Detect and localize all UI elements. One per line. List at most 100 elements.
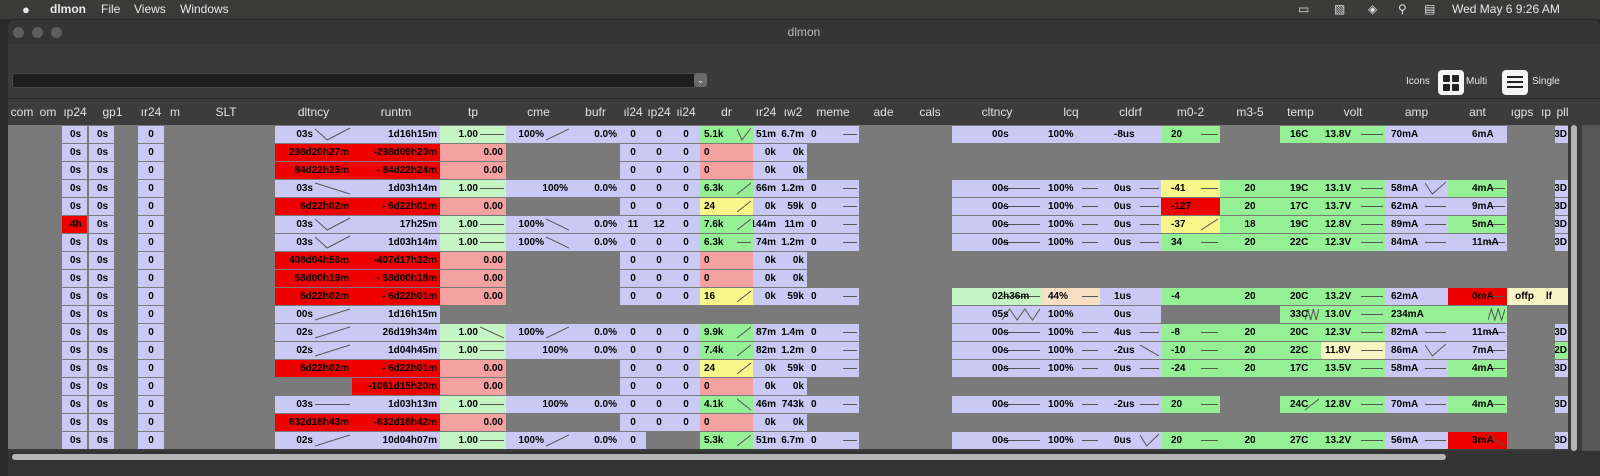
cell-or24[interactable]: 0k <box>753 360 779 377</box>
cell-op24[interactable]: 0 <box>646 360 672 377</box>
screen-mirror-icon[interactable]: ▭ <box>1298 2 1310 16</box>
cell-m35[interactable]: 20 <box>1220 432 1280 449</box>
cell-tp[interactable]: 0.00 <box>440 162 506 179</box>
column-header-cldrf[interactable]: cldrf <box>1119 105 1142 119</box>
cell-m02[interactable]: 34 <box>1161 234 1220 251</box>
cell-op24[interactable]: 0 <box>646 144 672 161</box>
column-header-com[interactable]: com <box>10 105 34 119</box>
cell-oi24[interactable]: 0 <box>672 270 700 287</box>
cell-m02[interactable]: -4 <box>1161 288 1220 305</box>
cell-tp[interactable]: 0.00 <box>440 270 506 287</box>
column-header-m02[interactable]: m0-2 <box>1176 105 1205 119</box>
cell-ow24[interactable]: 0k <box>779 414 807 431</box>
cell-m02[interactable]: 20 <box>1161 126 1220 143</box>
cell-cme[interactable]: 100% <box>506 216 571 233</box>
cell-ow24[interactable]: 6.7m <box>779 432 807 449</box>
cell-p24[interactable]: 0s <box>62 252 87 269</box>
cell-op24[interactable]: 0 <box>646 378 672 395</box>
cell-or24[interactable]: 144m <box>753 216 779 233</box>
cell-lcq[interactable]: 100% <box>1042 432 1100 449</box>
cell-gp1[interactable]: 0s <box>89 198 114 215</box>
column-header-ol24[interactable]: ıl24 <box>623 105 643 119</box>
cell-bufr[interactable]: 0.0% <box>571 126 620 143</box>
cell-m35[interactable]: 20 <box>1220 180 1280 197</box>
cell-r24[interactable]: 0 <box>138 288 164 305</box>
cell-gp1[interactable]: 0s <box>89 360 114 377</box>
cell-pll[interactable]: 2D <box>1555 342 1568 359</box>
cell-volt[interactable]: 12.8V <box>1321 396 1385 413</box>
cell-meme[interactable]: 0 <box>807 288 859 305</box>
cell-cme[interactable]: 100% <box>506 432 571 449</box>
cell-runtm[interactable]: 1d04h45m <box>352 342 440 359</box>
cell-ol24[interactable]: 0 <box>620 270 646 287</box>
cell-temp[interactable]: 16C <box>1280 126 1321 143</box>
cell-volt[interactable]: 12.3V <box>1321 234 1385 251</box>
cell-p24[interactable]: 0s <box>62 306 87 323</box>
cell-oi24[interactable]: 0 <box>672 378 700 395</box>
cell-volt[interactable]: 12.3V <box>1321 324 1385 341</box>
cell-runtm[interactable]: 1d16h15m <box>352 126 440 143</box>
cell-cldrf[interactable]: 4us <box>1100 324 1161 341</box>
cell-m02[interactable]: -127 <box>1161 198 1220 215</box>
cell-pll[interactable]: 3D <box>1555 234 1568 251</box>
cell-meme[interactable]: 0 <box>807 432 859 449</box>
wifi-icon[interactable]: ◈ <box>1368 2 1378 16</box>
cell-r24[interactable]: 0 <box>138 144 164 161</box>
cell-tp[interactable]: 0.00 <box>440 360 506 377</box>
column-header-lcq[interactable]: lcq <box>1063 105 1079 119</box>
cell-p24[interactable]: 0s <box>62 288 87 305</box>
cell-dltncy[interactable]: 03s <box>275 234 352 251</box>
cell-m35[interactable]: 20 <box>1220 324 1280 341</box>
cell-bufr[interactable]: 0.0% <box>571 342 620 359</box>
cell-or24[interactable]: 46m <box>753 396 779 413</box>
cell-ol24[interactable]: 0 <box>620 396 646 413</box>
column-header-slt[interactable]: SLT <box>215 105 237 119</box>
cell-oi24[interactable]: 0 <box>672 252 700 269</box>
control-center-icon[interactable]: ▤ <box>1424 2 1436 16</box>
cell-gp1[interactable]: 0s <box>89 306 114 323</box>
cell-ol24[interactable]: 0 <box>620 342 646 359</box>
cell-ow24[interactable]: 59k <box>779 288 807 305</box>
cell-m35[interactable]: 20 <box>1220 342 1280 359</box>
cell-r24[interactable]: 0 <box>138 180 164 197</box>
column-header-volt[interactable]: volt <box>1343 105 1363 119</box>
cell-ol24[interactable]: 0 <box>620 126 646 143</box>
cell-or24[interactable]: 87m <box>753 324 779 341</box>
cell-runtm[interactable]: 1d03h14m <box>352 234 440 251</box>
cell-oi24[interactable]: 0 <box>672 360 700 377</box>
cell-ow24[interactable]: 1.4m <box>779 324 807 341</box>
minimize-window-button[interactable] <box>32 27 43 38</box>
cell-cldrf[interactable]: 0us <box>1100 216 1161 233</box>
cell-tp[interactable]: 1.00 <box>440 396 506 413</box>
cell-temp[interactable]: 19C <box>1280 216 1321 233</box>
cell-runtm[interactable]: - 6d22h01m <box>352 198 440 215</box>
cell-pll[interactable]: 3D <box>1555 216 1568 233</box>
cell-ol24[interactable]: 11 <box>620 216 646 233</box>
cell-op24[interactable]: 0 <box>646 234 672 251</box>
cell-cme[interactable]: 100% <box>506 126 571 143</box>
cell-amp[interactable]: 62mA <box>1385 288 1448 305</box>
cell-m02[interactable]: 20 <box>1161 396 1220 413</box>
cell-oi24[interactable]: 0 <box>672 216 700 233</box>
cell-cltncy[interactable]: 00s <box>952 396 1042 413</box>
cell-gp1[interactable]: 0s <box>89 234 114 251</box>
column-header-cltncy[interactable]: cltncy <box>981 105 1013 119</box>
cell-volt[interactable]: 13.2V <box>1321 432 1385 449</box>
cell-runtm[interactable]: 1d03h13m <box>352 396 440 413</box>
cell-cme[interactable]: 100% <box>506 324 571 341</box>
cell-cltncy[interactable]: 00s <box>952 324 1042 341</box>
cell-or24[interactable]: 0k <box>753 144 779 161</box>
cell-gp1[interactable]: 0s <box>89 342 114 359</box>
battery-icon[interactable]: ▧ <box>1334 2 1346 16</box>
cell-ant[interactable]: 6mA <box>1448 126 1507 143</box>
menu-clock[interactable]: Wed May 6 9:26 AM <box>1452 2 1560 16</box>
cell-temp[interactable]: 33C <box>1280 306 1321 323</box>
cell-cme[interactable]: 100% <box>506 180 571 197</box>
cell-cme[interactable]: 100% <box>506 396 571 413</box>
column-header-dltncy[interactable]: dltncy <box>297 105 330 119</box>
cell-op24[interactable]: 0 <box>646 162 672 179</box>
cell-amp[interactable]: 58mA <box>1385 360 1448 377</box>
cell-gp1[interactable]: 0s <box>89 252 114 269</box>
cell-dr[interactable]: 7.6k <box>700 216 753 233</box>
column-header-cme[interactable]: cme <box>527 105 550 119</box>
